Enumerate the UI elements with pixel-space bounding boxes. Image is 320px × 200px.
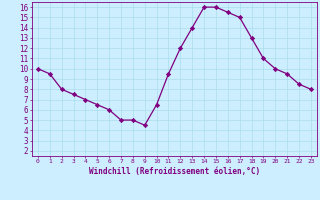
X-axis label: Windchill (Refroidissement éolien,°C): Windchill (Refroidissement éolien,°C) [89,167,260,176]
